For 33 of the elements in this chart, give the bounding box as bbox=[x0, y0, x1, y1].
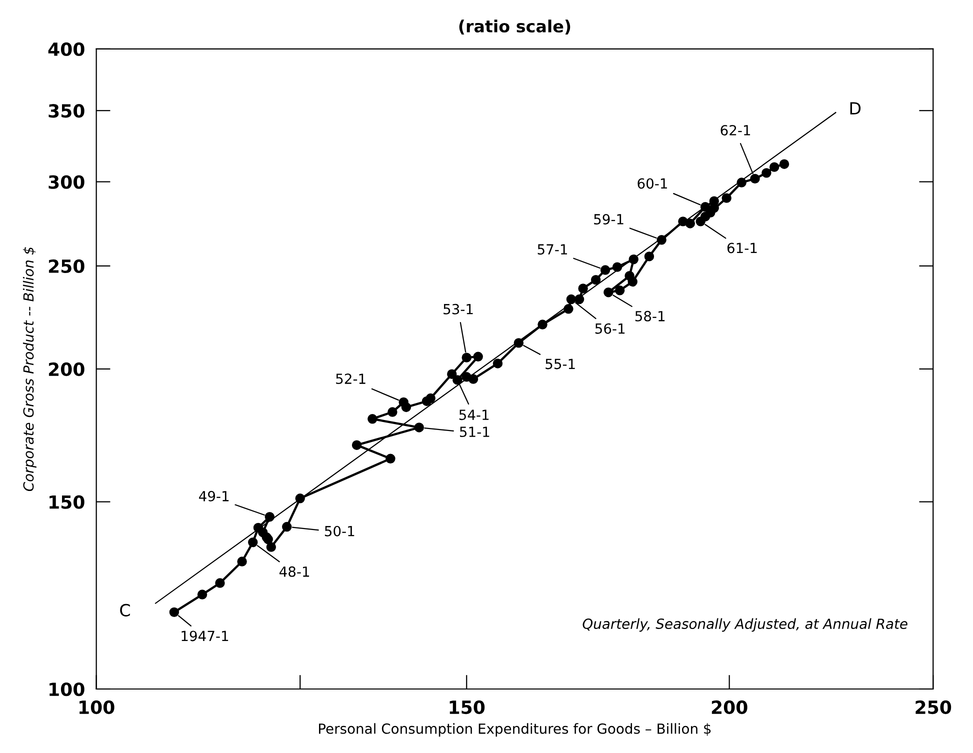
annotation: 56-1 bbox=[595, 323, 625, 334]
annotation: C bbox=[120, 604, 130, 616]
annotation: 58-1 bbox=[635, 310, 665, 322]
annotation: 49-1 bbox=[199, 490, 229, 502]
annotation: Quarterly, Seasonally Adjusted, at Annual Rate bbox=[582, 618, 908, 632]
annotation: 51-1 bbox=[460, 426, 490, 438]
annotation: 54-1 bbox=[459, 410, 489, 420]
y-tick-label: 300 bbox=[48, 175, 84, 189]
chart-title: (ratio scale) bbox=[459, 20, 570, 34]
annotation: 59-1 bbox=[594, 214, 624, 224]
y-tick-label: 100 bbox=[50, 682, 84, 696]
annotation: 52-1 bbox=[336, 374, 366, 384]
annotation: 60-1 bbox=[638, 178, 667, 189]
y-axis-title: Corporate Gross Product -- Billion $ bbox=[22, 247, 36, 492]
annotation: 61-1 bbox=[727, 242, 757, 254]
y-tick-label: 350 bbox=[48, 104, 84, 118]
y-tick-label: 250 bbox=[48, 259, 84, 274]
x-tick-label: 150 bbox=[450, 700, 485, 714]
annotation: 62-1 bbox=[720, 125, 750, 136]
annotation: 57-1 bbox=[538, 244, 567, 255]
x-tick-label: 250 bbox=[916, 700, 952, 714]
x-axis-title: Personal Consumption Expenditures for Goods – Billion $ bbox=[319, 723, 711, 737]
annotation: 53-1 bbox=[444, 304, 473, 314]
annotation: 1947-1 bbox=[182, 630, 228, 642]
x-tick-label: 200 bbox=[712, 700, 748, 714]
annotation: D bbox=[850, 102, 861, 114]
x-tick-label: 100 bbox=[80, 700, 114, 714]
annotation: 50-1 bbox=[324, 526, 354, 536]
annotation: 55-1 bbox=[546, 358, 575, 370]
y-tick-label: 150 bbox=[50, 495, 84, 509]
y-tick-label: 400 bbox=[48, 42, 84, 56]
annotation: 48-1 bbox=[279, 566, 310, 577]
y-tick-label: 200 bbox=[48, 362, 84, 376]
